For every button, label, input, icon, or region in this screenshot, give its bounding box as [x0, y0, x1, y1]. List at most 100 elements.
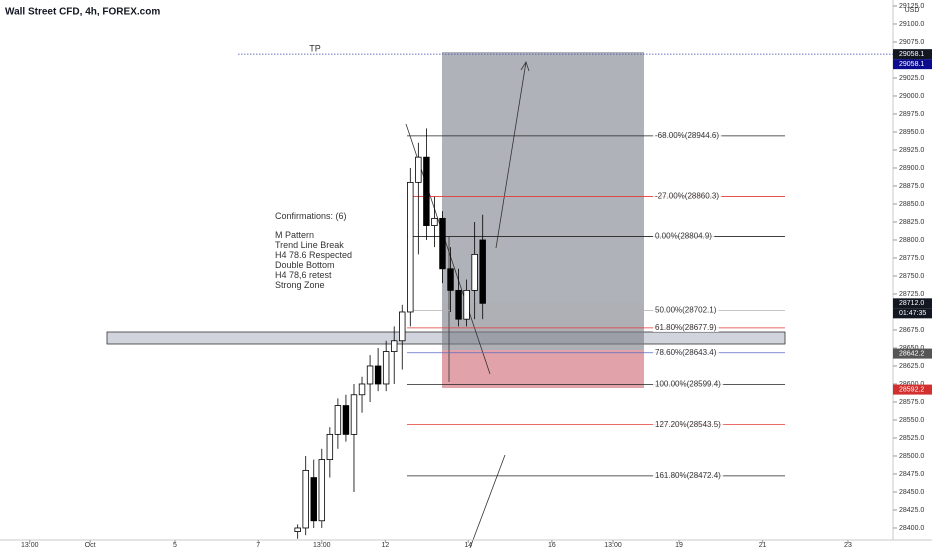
- fib-label-bg: [653, 347, 719, 357]
- annotation-line: H4 78.6 Respected: [275, 250, 352, 260]
- x-tick-label: 14: [464, 542, 472, 549]
- fib-label-bg: [653, 419, 724, 429]
- fib-label-bg: [653, 305, 719, 315]
- y-tick-label: 28475.0: [899, 471, 924, 478]
- price-tag-label: 28712.0: [899, 300, 924, 307]
- fib-label: 0.00%(28804.9): [655, 232, 712, 241]
- entry-box: [442, 303, 644, 350]
- arrow: [469, 454, 506, 549]
- y-tick-label: 28525.0: [899, 435, 924, 442]
- y-tick-label: 28575.0: [899, 399, 924, 406]
- countdown-tag: [893, 308, 932, 319]
- arrow: [495, 61, 527, 249]
- fib-label-bg: [653, 130, 722, 140]
- candle-body: [463, 289, 470, 320]
- countdown-label: 01:47:35: [899, 310, 926, 317]
- candle-body: [310, 477, 317, 522]
- y-tick-label: 28500.0: [899, 453, 924, 460]
- y-tick-label: 29100.0: [899, 21, 924, 28]
- y-tick-label: 28675.0: [899, 327, 924, 334]
- price-tag-label: 28642.2: [899, 350, 924, 357]
- y-tick-label: 28775.0: [899, 255, 924, 262]
- chart-title: Wall Street CFD, 4h, FOREX.com: [5, 7, 160, 18]
- fib-label-bg: [653, 379, 724, 389]
- y-tick-label: 28450.0: [899, 489, 924, 496]
- price-tag-label: 29058.1: [899, 51, 924, 58]
- x-tick-label: 13:00: [604, 542, 622, 549]
- candle-body: [439, 217, 446, 270]
- annotation-line: M Pattern: [275, 230, 314, 240]
- x-tick-label: 13:00: [21, 542, 39, 549]
- candle-body: [431, 217, 438, 226]
- fib-label-bg: [653, 191, 722, 201]
- y-tick-label: 29000.0: [899, 93, 924, 100]
- currency: USD: [905, 7, 920, 14]
- candle-body: [350, 394, 358, 435]
- x-tick-label: 12: [381, 542, 389, 549]
- price-tag: [893, 298, 932, 309]
- y-tick-label: 29125.0: [899, 3, 924, 10]
- x-tick-label: 23: [844, 542, 852, 549]
- fib-label: 78.60%(28643.4): [655, 348, 717, 357]
- y-tick-label: 28925.0: [899, 147, 924, 154]
- annotation-line: Trend Line Break: [275, 240, 344, 250]
- candle-body: [399, 311, 406, 342]
- candle-body: [415, 156, 422, 183]
- price-tag: [893, 384, 932, 395]
- y-tick-label: 28625.0: [899, 363, 924, 370]
- y-tick-label: 28550.0: [899, 417, 924, 424]
- x-tick-label: 19: [675, 542, 683, 549]
- fib-label: 50.00%(28702.1): [655, 306, 717, 315]
- x-tick-label: Oct: [85, 542, 96, 549]
- fib-label: 100.00%(28599.4): [655, 380, 721, 389]
- price-tag: [893, 59, 932, 70]
- x-tick-label: 16: [548, 542, 556, 549]
- candle-body: [382, 351, 390, 385]
- candle-body: [374, 365, 382, 385]
- y-tick-label: 29025.0: [899, 75, 924, 82]
- price-tag: [893, 49, 932, 60]
- x-tick-label: 5: [173, 542, 177, 549]
- candle-body: [447, 268, 454, 291]
- y-tick-label: 28750.0: [899, 273, 924, 280]
- annotation-line: Strong Zone: [275, 280, 325, 290]
- candle-body: [294, 527, 301, 532]
- fib-label: -68.00%(28944.6): [655, 131, 719, 140]
- candle-body: [423, 156, 430, 226]
- fib-label-bg: [653, 322, 719, 332]
- candle-body: [471, 253, 478, 291]
- tp-label: TP: [309, 44, 321, 54]
- fib-label-bg: [653, 470, 724, 480]
- y-tick-label: 28875.0: [899, 183, 924, 190]
- y-tick-label: 28850.0: [899, 201, 924, 208]
- y-tick-label: 28800.0: [899, 237, 924, 244]
- y-tick-label: 28650.0: [899, 345, 924, 352]
- fib-label: 61.80%(28677.9): [655, 323, 717, 332]
- annotation-line: Double Bottom: [275, 260, 335, 270]
- x-tick-label: 21: [759, 542, 767, 549]
- y-tick-label: 28600.0: [899, 381, 924, 388]
- y-tick-label: 28900.0: [899, 165, 924, 172]
- x-tick-label: 7: [256, 542, 260, 549]
- candle-body: [302, 469, 309, 529]
- candle-body: [334, 405, 342, 435]
- y-tick-label: 28425.0: [899, 507, 924, 514]
- annotation-line: H4 78,6 retest: [275, 270, 332, 280]
- fib-label: 161.80%(28472.4): [655, 471, 721, 480]
- candle-body: [455, 289, 462, 320]
- candle-body: [366, 365, 374, 385]
- candle-body: [358, 383, 366, 396]
- y-tick-label: 28950.0: [899, 129, 924, 136]
- candle-body: [479, 239, 486, 304]
- annotation-heading: Confirmations: (6): [275, 211, 347, 221]
- y-tick-label: 28975.0: [899, 111, 924, 118]
- y-tick-label: 28825.0: [899, 219, 924, 226]
- x-tick-label: 13:00: [313, 542, 331, 549]
- candle-body: [318, 459, 326, 522]
- fib-label: 127.20%(28543.5): [655, 420, 721, 429]
- y-tick-label: 29075.0: [899, 39, 924, 46]
- fib-label: -27.00%(28860.3): [655, 192, 719, 201]
- stop-box: [442, 350, 644, 388]
